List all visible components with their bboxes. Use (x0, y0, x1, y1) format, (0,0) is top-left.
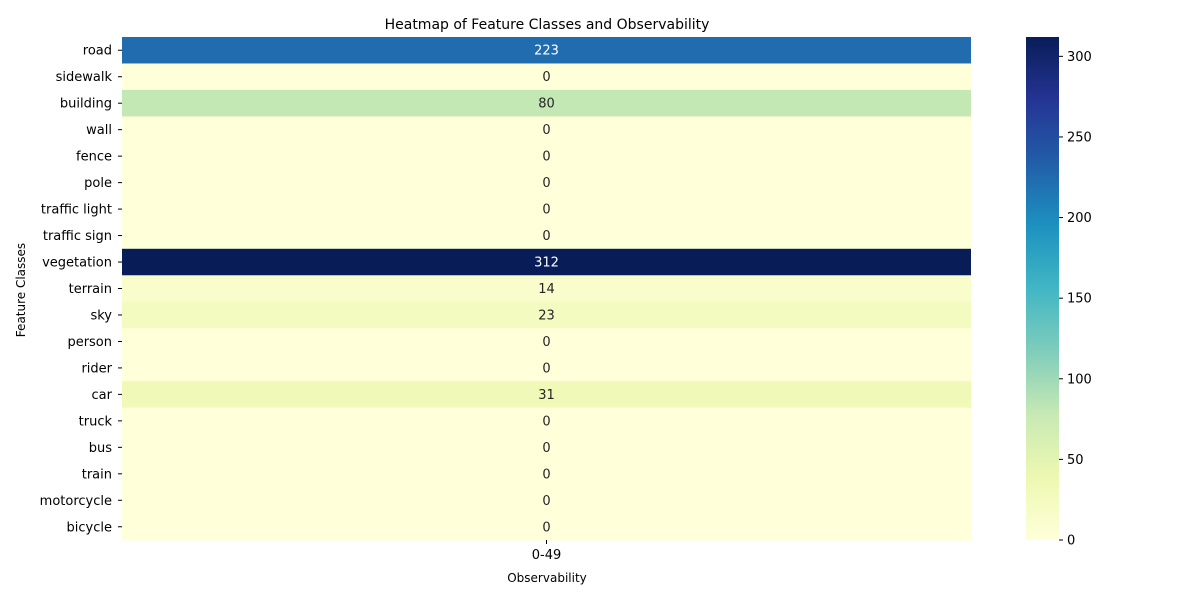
heatmap-cell (122, 275, 971, 303)
y-tick-label: truck (79, 414, 113, 429)
x-tick-label: 0-49 (532, 548, 562, 563)
heatmap-cell (122, 434, 971, 462)
cell-value-label: 31 (538, 388, 555, 403)
heatmap-cell (122, 89, 971, 117)
cell-value-label: 0 (542, 494, 550, 509)
cell-value-label: 0 (542, 520, 550, 535)
colorbar-ticks: 0 50 100 150 200 250 300 (1059, 50, 1092, 549)
cell-value-label: 0 (542, 203, 550, 218)
cell-value-label: 0 (542, 70, 550, 85)
y-tick-label: sidewalk (56, 70, 113, 85)
heatmap-cells (122, 37, 971, 541)
y-tick-label: vegetation (42, 256, 112, 271)
cell-value-label: 80 (538, 97, 555, 112)
y-axis-ticks: road sidewalk building wall fence pole traffic… (40, 44, 122, 535)
heatmap-cell (122, 142, 971, 170)
colorbar (1026, 37, 1059, 540)
colorbar-tick-label: 300 (1067, 50, 1092, 65)
x-axis-label: Observability (507, 571, 587, 585)
heatmap-cell (122, 195, 971, 223)
y-tick-label: person (67, 335, 112, 350)
heatmap-cell (122, 513, 971, 541)
y-tick-label: traffic sign (43, 229, 112, 244)
y-tick-label: sky (90, 308, 112, 323)
y-tick-label: bicycle (67, 520, 112, 535)
cell-value-label: 312 (534, 256, 559, 271)
y-tick-label: bus (89, 441, 112, 456)
cell-value-label: 223 (534, 44, 559, 59)
cell-value-label: 0 (542, 335, 550, 350)
cell-value-label: 23 (538, 308, 555, 323)
y-tick-label: road (83, 44, 112, 59)
cell-value-label: 0 (542, 467, 550, 482)
x-axis-ticks: 0-49 (532, 540, 562, 563)
heatmap-cell (122, 63, 971, 91)
colorbar-tick-label: 50 (1067, 453, 1084, 468)
colorbar-tick-label: 100 (1067, 372, 1092, 387)
heatmap-cell (122, 301, 971, 329)
colorbar-tick-label: 200 (1067, 211, 1092, 226)
cell-value-label: 0 (542, 361, 550, 376)
heatmap-cell (122, 487, 971, 515)
cell-value-label: 0 (542, 123, 550, 138)
y-tick-label: terrain (69, 282, 112, 297)
heatmap-cell (122, 354, 971, 382)
y-tick-label: wall (86, 123, 112, 138)
heatmap-cell (122, 328, 971, 356)
colorbar-tick-label: 250 (1067, 130, 1092, 145)
cell-value-label: 0 (542, 414, 550, 429)
y-axis-label: Feature Classes (14, 243, 28, 337)
heatmap-cell (122, 460, 971, 488)
y-tick-label: train (82, 467, 112, 482)
y-tick-label: motorcycle (40, 494, 112, 509)
colorbar-tick-label: 0 (1067, 534, 1075, 549)
y-tick-label: pole (84, 176, 112, 191)
y-tick-label: building (60, 97, 112, 112)
heatmap-cell (122, 37, 971, 64)
heatmap-cell (122, 222, 971, 250)
heatmap-cell (122, 381, 971, 409)
cell-value-label: 0 (542, 441, 550, 456)
heatmap-cell (122, 407, 971, 435)
cell-value-label: 0 (542, 176, 550, 191)
cell-value-labels: 223 0 80 0 0 0 0 0 312 14 23 0 0 31 0 0 0 0 0 (534, 44, 559, 536)
cell-value-label: 0 (542, 229, 550, 244)
heatmap-cell (122, 116, 971, 144)
y-tick-label: traffic light (41, 203, 112, 218)
y-tick-label: fence (76, 150, 112, 165)
heatmap-cell (122, 248, 971, 276)
chart-title: Heatmap of Feature Classes and Observabi… (385, 17, 710, 33)
y-tick-label: car (92, 388, 113, 403)
heatmap-cell (122, 169, 971, 197)
colorbar-tick-label: 150 (1067, 292, 1092, 307)
cell-value-label: 0 (542, 150, 550, 165)
cell-value-label: 14 (538, 282, 555, 297)
y-tick-label: rider (81, 361, 112, 376)
